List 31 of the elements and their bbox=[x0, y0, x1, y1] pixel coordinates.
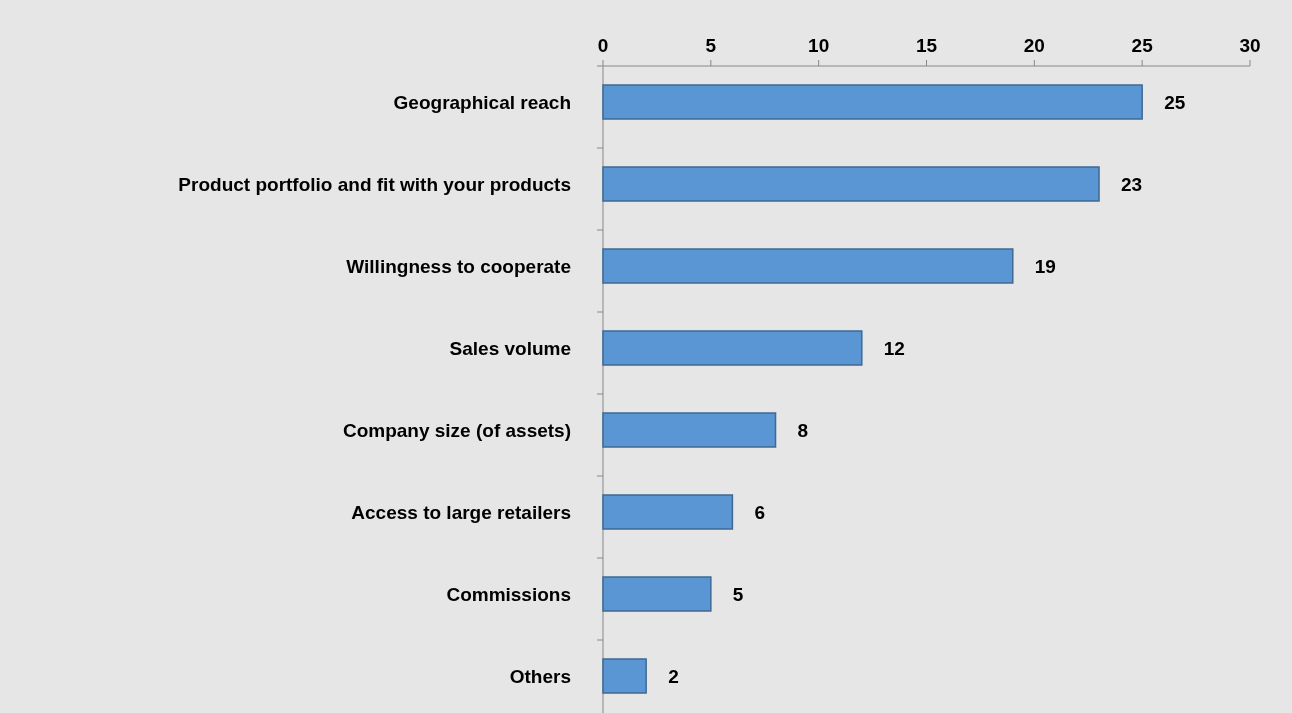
bar bbox=[602, 412, 777, 448]
data-label: 2 bbox=[668, 665, 679, 687]
data-label: 19 bbox=[1034, 255, 1056, 277]
y-tick-label: Access to large retailers bbox=[351, 501, 571, 523]
data-label: 25 bbox=[1164, 91, 1186, 113]
data-label: 12 bbox=[883, 337, 905, 359]
bar bbox=[602, 330, 863, 366]
bar bbox=[602, 84, 1143, 120]
y-tick-label: Product portfolio and fit with your products bbox=[178, 173, 571, 195]
y-tick-label: Willingness to cooperate bbox=[346, 255, 571, 277]
y-tick-label: Geographical reach bbox=[393, 91, 571, 113]
x-tick-label: 25 bbox=[1131, 35, 1154, 56]
bar bbox=[602, 166, 1100, 202]
bar bbox=[602, 658, 647, 694]
y-tick-label: Others bbox=[509, 665, 571, 687]
x-tick-label: 10 bbox=[808, 35, 830, 56]
y-tick-label: Commissions bbox=[446, 583, 571, 605]
x-tick-label: 5 bbox=[705, 35, 717, 56]
data-label: 23 bbox=[1121, 173, 1143, 195]
x-tick-label: 15 bbox=[915, 35, 938, 56]
bar bbox=[602, 576, 712, 612]
x-tick-label: 20 bbox=[1023, 35, 1045, 56]
bar bbox=[602, 494, 734, 530]
y-tick-label: Company size (of assets) bbox=[342, 419, 571, 441]
y-tick-label: Sales volume bbox=[449, 337, 571, 359]
data-label: 5 bbox=[732, 583, 744, 605]
data-label: 8 bbox=[797, 419, 809, 441]
x-tick-label: 30 bbox=[1239, 35, 1261, 56]
bar bbox=[602, 248, 1014, 284]
x-tick-label: 0 bbox=[597, 35, 609, 56]
data-label: 6 bbox=[754, 501, 765, 523]
